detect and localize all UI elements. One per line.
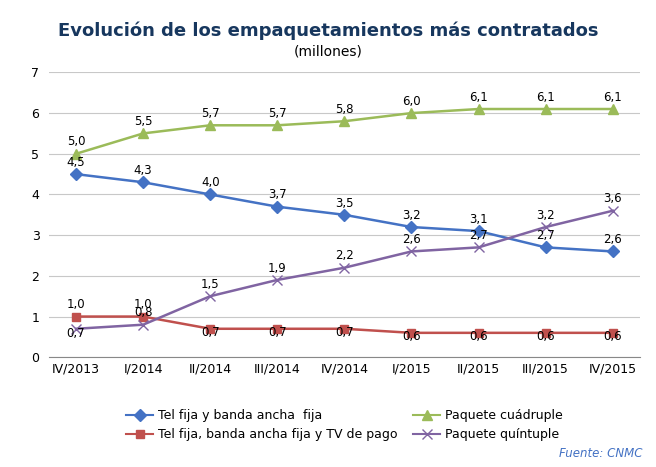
Tel fija y banda ancha  fija	[542, 245, 550, 250]
Paquete cuádruple	[407, 110, 415, 116]
Text: 0,7: 0,7	[335, 326, 354, 340]
Tel fija y banda ancha  fija	[72, 171, 80, 177]
Text: 1,0: 1,0	[134, 298, 152, 311]
Tel fija y banda ancha  fija	[475, 228, 483, 234]
Text: 3,5: 3,5	[335, 197, 354, 210]
Text: 1,9: 1,9	[268, 262, 287, 275]
Line: Paquete cuádruple: Paquete cuádruple	[71, 104, 618, 159]
Tel fija, banda ancha fija y TV de pago	[206, 326, 214, 332]
Text: 3,1: 3,1	[469, 213, 488, 226]
Text: 4,5: 4,5	[67, 156, 85, 169]
Text: 0,6: 0,6	[402, 331, 420, 343]
Tel fija, banda ancha fija y TV de pago	[609, 330, 617, 336]
Tel fija y banda ancha  fija	[407, 224, 415, 230]
Text: 6,1: 6,1	[469, 91, 488, 104]
Text: 6,1: 6,1	[604, 91, 622, 104]
Paquete quíntuple	[274, 277, 281, 283]
Text: 5,8: 5,8	[335, 103, 354, 116]
Tel fija y banda ancha  fija	[340, 212, 348, 218]
Line: Tel fija y banda ancha  fija: Tel fija y banda ancha fija	[72, 170, 617, 255]
Text: 0,7: 0,7	[268, 326, 287, 340]
Text: 0,7: 0,7	[201, 326, 220, 340]
Text: 5,5: 5,5	[134, 115, 152, 128]
Text: (millones): (millones)	[294, 44, 362, 58]
Tel fija, banda ancha fija y TV de pago	[274, 326, 281, 332]
Text: 6,0: 6,0	[402, 95, 420, 108]
Tel fija, banda ancha fija y TV de pago	[72, 314, 80, 319]
Paquete cuádruple	[609, 106, 617, 112]
Text: 2,7: 2,7	[469, 229, 488, 242]
Paquete quíntuple	[407, 248, 415, 254]
Text: 3,2: 3,2	[537, 209, 555, 222]
Line: Paquete quíntuple: Paquete quíntuple	[71, 206, 618, 333]
Legend: Tel fija y banda ancha  fija, Tel fija, banda ancha fija y TV de pago, Paquete c: Tel fija y banda ancha fija, Tel fija, b…	[126, 409, 563, 441]
Text: 2,2: 2,2	[335, 249, 354, 262]
Paquete quíntuple	[206, 293, 214, 299]
Paquete cuádruple	[72, 151, 80, 156]
Text: 3,7: 3,7	[268, 188, 287, 201]
Text: 3,2: 3,2	[402, 209, 420, 222]
Paquete quíntuple	[542, 224, 550, 230]
Tel fija, banda ancha fija y TV de pago	[407, 330, 415, 336]
Paquete quíntuple	[72, 326, 80, 332]
Text: 2,6: 2,6	[402, 233, 421, 246]
Text: 0,8: 0,8	[134, 306, 152, 319]
Text: 0,6: 0,6	[469, 331, 488, 343]
Text: 2,7: 2,7	[537, 229, 555, 242]
Tel fija, banda ancha fija y TV de pago	[340, 326, 348, 332]
Title: Evolución de los empaquetamientos más contratados
(millones): Evolución de los empaquetamientos más co…	[0, 466, 1, 467]
Text: Evolución de los empaquetamientos más contratados: Evolución de los empaquetamientos más co…	[58, 21, 598, 40]
Text: 1,5: 1,5	[201, 278, 220, 291]
Tel fija, banda ancha fija y TV de pago	[475, 330, 483, 336]
Tel fija, banda ancha fija y TV de pago	[542, 330, 550, 336]
Paquete cuádruple	[475, 106, 483, 112]
Text: 0,6: 0,6	[537, 331, 555, 343]
Paquete quíntuple	[340, 265, 348, 270]
Line: Tel fija, banda ancha fija y TV de pago: Tel fija, banda ancha fija y TV de pago	[72, 312, 617, 337]
Tel fija y banda ancha  fija	[139, 179, 147, 185]
Tel fija y banda ancha  fija	[274, 204, 281, 210]
Paquete cuádruple	[542, 106, 550, 112]
Text: 4,3: 4,3	[134, 164, 152, 177]
Text: Fuente: CNMC: Fuente: CNMC	[560, 447, 643, 460]
Tel fija y banda ancha  fija	[206, 191, 214, 197]
Paquete quíntuple	[139, 322, 147, 327]
Text: 2,6: 2,6	[604, 233, 622, 246]
Paquete cuádruple	[139, 131, 147, 136]
Paquete cuádruple	[206, 122, 214, 128]
Text: 0,6: 0,6	[604, 331, 622, 343]
Text: 5,7: 5,7	[268, 107, 287, 120]
Paquete cuádruple	[274, 122, 281, 128]
Tel fija, banda ancha fija y TV de pago	[139, 314, 147, 319]
Paquete quíntuple	[609, 208, 617, 213]
Text: 5,0: 5,0	[67, 135, 85, 149]
Text: 3,6: 3,6	[604, 192, 622, 205]
Text: 1,0: 1,0	[67, 298, 85, 311]
Text: 0,7: 0,7	[67, 327, 85, 340]
Text: 4,0: 4,0	[201, 176, 220, 189]
Paquete quíntuple	[475, 245, 483, 250]
Text: 6,1: 6,1	[537, 91, 555, 104]
Text: 5,7: 5,7	[201, 107, 220, 120]
Paquete cuádruple	[340, 119, 348, 124]
Tel fija y banda ancha  fija	[609, 248, 617, 254]
